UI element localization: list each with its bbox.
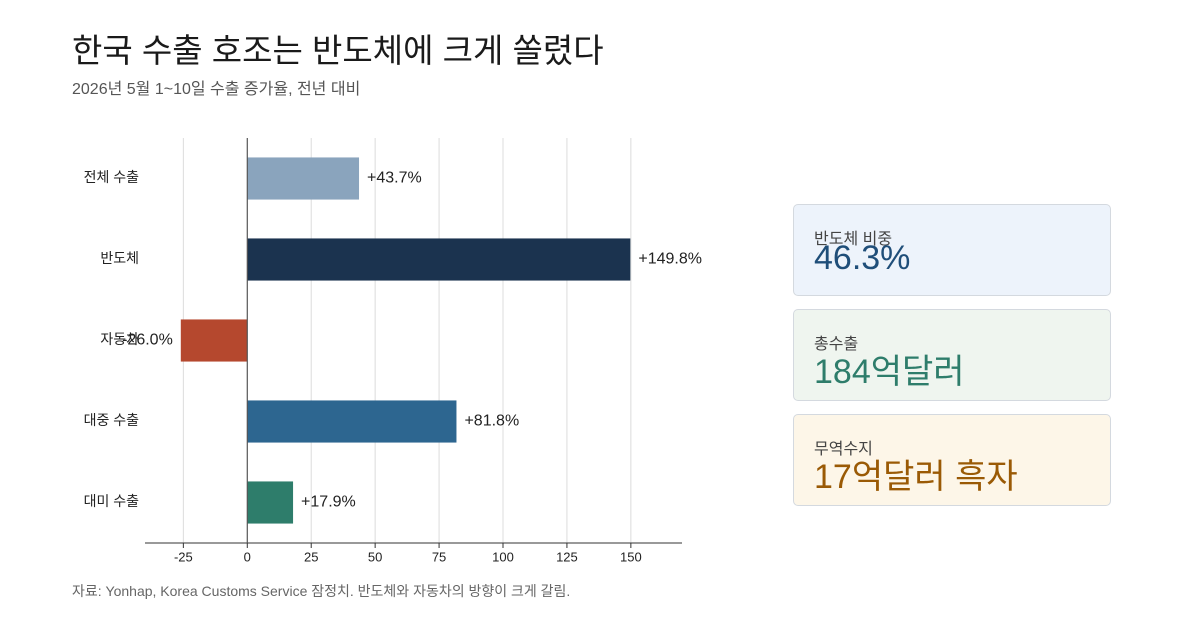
x-tick-label: 125 [556,549,578,564]
value-label: +149.8% [638,251,702,268]
card-value: 46.3% [814,239,911,277]
bar [247,400,457,443]
stat-card: 무역수지 17억달러 흑자 [793,414,1111,506]
card-label: 무역수지 [814,441,873,458]
x-tick-label: 150 [620,549,642,564]
chart: -25 0 25 50 75 100 125 150 전체 수출 +43.7% 반도체 +149.8%… [84,138,702,564]
card-value: 17억달러 흑자 [814,458,1018,496]
stat-card: 총수출 184억달러 [793,309,1111,401]
x-tick-label: 50 [368,549,382,564]
card-label: 반도체 비중 [814,231,893,248]
bar [247,481,294,524]
card-value: 184억달러 [814,353,965,391]
x-tick-label: -25 [174,549,193,564]
bar [247,238,631,281]
value-label: +81.8% [464,413,519,430]
chart-title: 한국 수출 호조는 반도체에 크게 쏠렸다 [72,32,604,69]
y-tick-label: 대미 수출 [84,493,140,509]
chart-subtitle: 2026년 5월 1~10일 수출 증가율, 전년 대비 [72,81,361,98]
source-note: 자료: Yonhap, Korea Customs Service 잠정치. 반… [72,583,571,599]
bar [180,319,248,362]
x-tick-label: 25 [304,549,318,564]
x-tick-label: 75 [432,549,446,564]
value-label: +43.7% [367,170,422,187]
value-label: -26.0% [122,332,173,349]
bar [247,157,360,200]
stat-card: 반도체 비중 46.3% [793,204,1111,296]
card-label: 총수출 [814,336,859,353]
x-tick-label: 0 [244,549,251,564]
y-tick-label: 자동차 [100,331,139,347]
x-tick-label: 100 [492,549,514,564]
value-label: +17.9% [301,494,356,511]
y-tick-label: 전체 수출 [84,169,140,185]
y-tick-label: 반도체 [100,250,139,266]
y-tick-label: 대중 수출 [84,412,140,428]
